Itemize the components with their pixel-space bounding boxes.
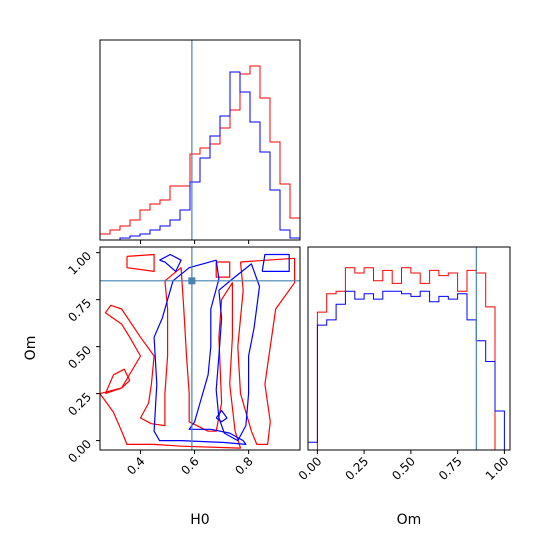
y-axis-label-om: Om [23, 336, 39, 361]
histogram-h0-line [100, 65, 300, 240]
histogram-om-x-tick-label: 0.75 [436, 454, 465, 483]
contour-y-tick-label: 0.50 [65, 343, 94, 372]
histogram-om-x-tick-label: 1.00 [483, 454, 512, 483]
histogram-h0-frame [99, 39, 301, 241]
histogram-om-line [308, 267, 505, 450]
contour-series [100, 247, 300, 450]
histogram-om-panel: 0.00 0.25 0.50 0.75 1.00 [296, 246, 512, 483]
contour-line [126, 253, 155, 272]
contour-line [215, 263, 261, 442]
histogram-h0-series [100, 40, 300, 240]
histogram-om-series [308, 247, 505, 450]
contour-frame [99, 246, 301, 451]
contour-line [153, 259, 247, 445]
contour-line [261, 253, 290, 272]
contour-line [104, 368, 131, 395]
histogram-om-x-tick-label: 0.25 [342, 454, 371, 483]
histogram-om-line [308, 290, 505, 450]
contour-h0-om-panel: 0.4 0.6 0.8 0.00 0.25 0.50 0.75 1.00 [65, 246, 301, 478]
contour-y-tick-label: 0.75 [65, 296, 94, 325]
histogram-om-x-tick-label: 0.00 [296, 454, 325, 483]
contour-y-tick-label: 0.25 [65, 390, 94, 419]
truth-marker [188, 277, 196, 285]
histogram-h0-panel [99, 39, 301, 244]
contour-x-tick-label: 0.6 [178, 454, 201, 477]
contour-y-tick-label: 1.00 [65, 249, 94, 278]
contour-line [159, 253, 182, 272]
histogram-om-frame [307, 246, 511, 451]
x-axis-label-om: Om [397, 512, 422, 528]
histogram-h0-line [100, 71, 300, 240]
contour-x-tick-label: 0.4 [124, 454, 147, 477]
histogram-om-x-tick-label: 0.50 [389, 454, 418, 483]
contour-line [100, 267, 242, 449]
contour-line [215, 261, 231, 278]
contour-line [215, 409, 228, 423]
contour-x-tick-label: 0.8 [232, 454, 255, 477]
contour-line [237, 257, 296, 445]
x-axis-label-h0: H0 [190, 512, 209, 528]
contour-y-tick-label: 0.00 [65, 437, 94, 466]
